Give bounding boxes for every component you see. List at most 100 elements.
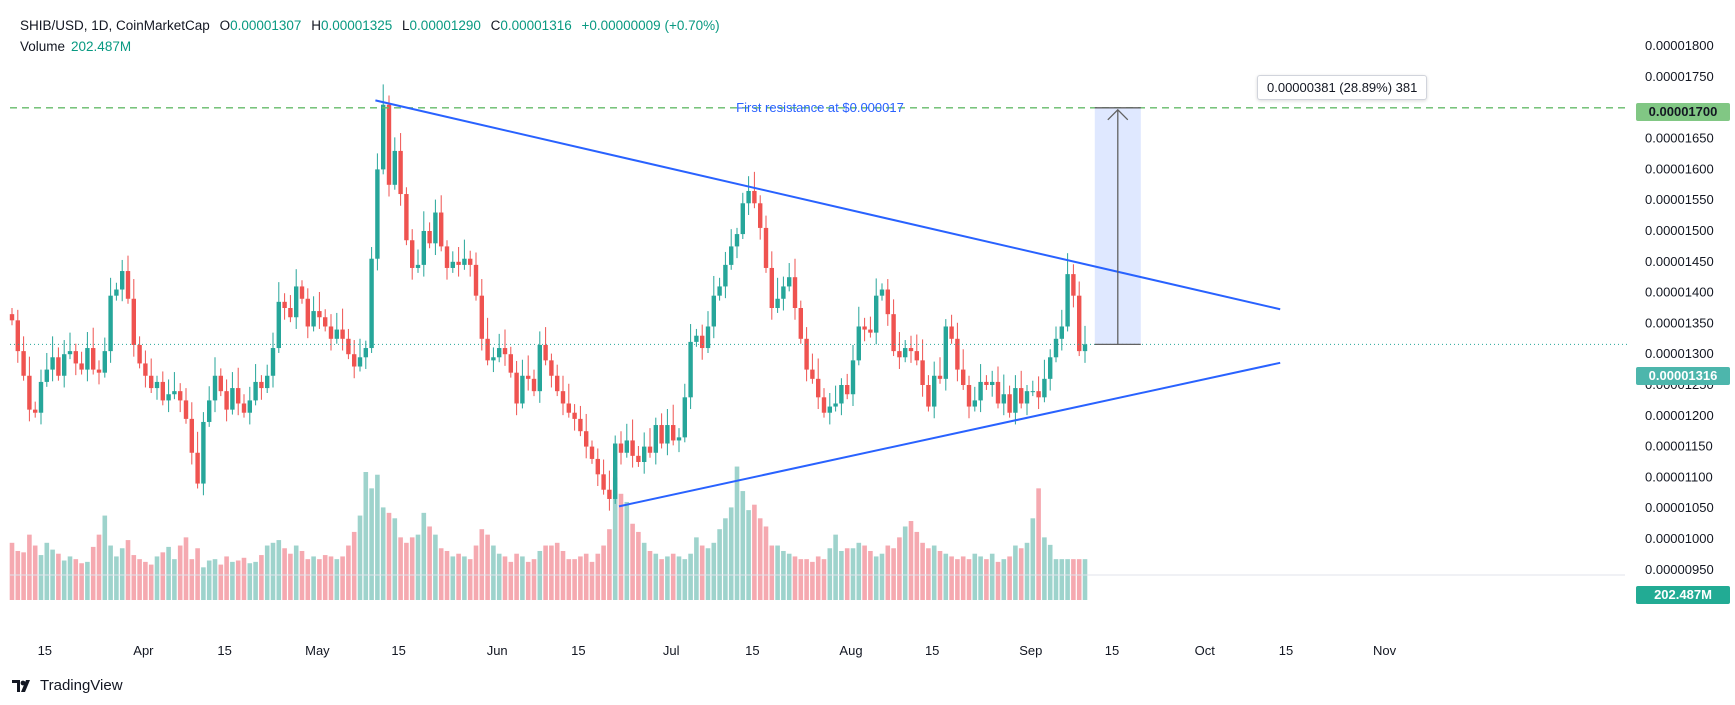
- candle-body: [868, 329, 873, 333]
- candle-body: [386, 104, 392, 185]
- candle-body: [160, 381, 165, 401]
- candle-body: [943, 326, 948, 379]
- volume-bar: [670, 553, 676, 600]
- volume-bar: [891, 548, 896, 600]
- candle-body: [178, 391, 183, 401]
- x-tick-label: 15: [745, 643, 759, 658]
- volume-bar: [949, 556, 954, 600]
- candle-body: [531, 378, 537, 392]
- candle-body: [653, 425, 658, 453]
- volume-bar: [1030, 518, 1036, 600]
- candle-body: [978, 381, 983, 401]
- candle-body: [624, 440, 629, 453]
- ascending-trendline: [618, 361, 1281, 508]
- volume-bar: [85, 561, 90, 600]
- candle-body: [781, 286, 786, 299]
- candle-body: [804, 338, 809, 370]
- volume-bars: [9, 466, 1088, 600]
- candle-body: [694, 335, 699, 342]
- candle-body: [1042, 378, 1047, 398]
- candle-body: [618, 443, 624, 453]
- candle-body: [601, 474, 606, 490]
- candle-body: [763, 227, 769, 268]
- candle-body: [236, 388, 241, 404]
- candle-body: [734, 234, 740, 247]
- candle-body: [381, 104, 386, 170]
- candle-body: [102, 351, 107, 373]
- volume-bar: [914, 531, 920, 600]
- volume-bar: [926, 548, 931, 600]
- volume-bar: [386, 512, 392, 600]
- candle-body: [1013, 388, 1018, 413]
- volume-bar: [792, 556, 798, 600]
- candle-body: [85, 348, 90, 370]
- volume-bar: [554, 542, 560, 600]
- volume-bar: [143, 561, 148, 600]
- volume-bar: [270, 542, 276, 600]
- candle-body: [758, 203, 763, 228]
- volume-bar: [1047, 544, 1053, 600]
- volume-bar: [137, 559, 142, 600]
- candle-body: [456, 261, 461, 265]
- volume-bar: [549, 545, 554, 600]
- volume-bar: [108, 545, 113, 600]
- brand-name: TradingView: [40, 677, 123, 694]
- candles: [9, 84, 1088, 511]
- x-tick-label: Nov: [1373, 643, 1397, 658]
- candle-body: [711, 295, 716, 327]
- y-tick-label: 0.00001350: [1645, 315, 1714, 330]
- volume-bar: [467, 559, 473, 600]
- candle-body: [821, 397, 827, 413]
- low-value: 0.00001290: [409, 18, 481, 33]
- candle-body: [294, 286, 299, 318]
- candle-body: [340, 329, 345, 339]
- resistance-label: First resistance at $0.000017: [736, 100, 904, 115]
- volume-bar: [705, 548, 711, 600]
- candle-body: [932, 375, 937, 407]
- candle-body: [357, 357, 363, 367]
- y-tick-label: 0.00001400: [1645, 285, 1714, 300]
- candle-body: [265, 375, 270, 389]
- candle-body: [398, 150, 403, 195]
- volume-bar: [380, 507, 386, 600]
- candle-body: [404, 194, 409, 241]
- volume-bar: [485, 534, 490, 600]
- volume-bar: [363, 472, 369, 600]
- volume-bar: [1042, 537, 1047, 600]
- candle-body: [920, 360, 925, 385]
- candle-body: [50, 357, 55, 370]
- volume-bar: [496, 553, 502, 600]
- candle-body: [253, 381, 258, 401]
- volume-value: 202.487M: [71, 39, 132, 54]
- volume-bar: [433, 534, 438, 600]
- y-tick-label: 0.00000950: [1645, 562, 1714, 577]
- candle-body: [1071, 274, 1076, 296]
- volume-bar: [734, 466, 740, 600]
- volume-bar: [473, 545, 479, 600]
- tradingview-logo[interactable]: TradingView: [12, 677, 123, 694]
- candle-body: [514, 372, 519, 404]
- volume-bar: [328, 556, 334, 600]
- volume-bar: [177, 545, 183, 600]
- candle-body: [845, 385, 850, 395]
- volume-bar: [375, 474, 380, 600]
- volume-bar: [827, 548, 833, 600]
- volume-bar: [531, 559, 537, 600]
- volume-bar: [821, 559, 827, 600]
- volume-bar: [641, 542, 647, 600]
- candle-body: [27, 375, 32, 410]
- volume-bar: [27, 534, 32, 600]
- volume-bar: [288, 553, 293, 600]
- y-tick-label: 0.00001800: [1645, 38, 1714, 53]
- candle-body: [1024, 391, 1030, 404]
- candle-body: [212, 375, 218, 401]
- volume-bar: [717, 529, 722, 600]
- ohlc-legend: SHIB/USD, 1D, CoinMarketCap O0.00001307 …: [20, 18, 720, 33]
- volume-bar: [305, 559, 311, 600]
- candle-body: [549, 360, 554, 376]
- volume-bar: [856, 542, 862, 600]
- volume-bar: [850, 548, 856, 600]
- volume-bar: [102, 515, 108, 600]
- y-tick-label: 0.00001300: [1645, 346, 1714, 361]
